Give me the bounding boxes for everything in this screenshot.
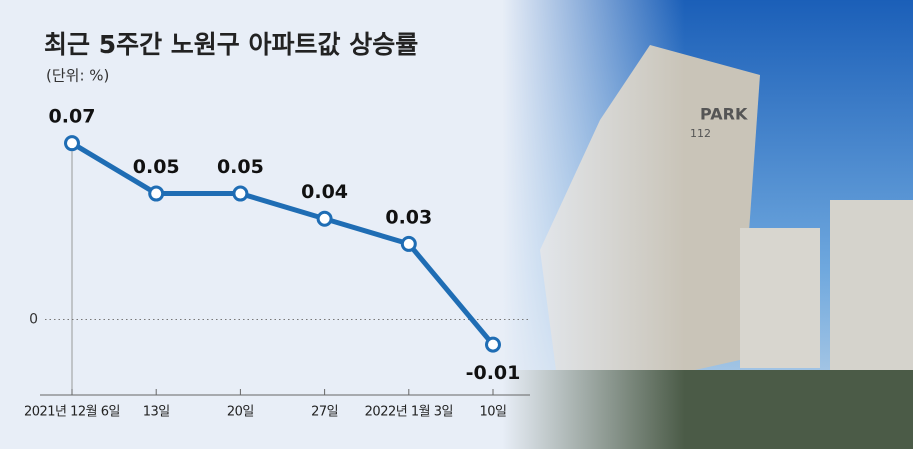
data-label: 0.04 [301, 181, 348, 203]
data-label: 0.05 [217, 156, 264, 178]
chart-title: 최근 5주간 노원구 아파트값 상승률 [44, 30, 418, 59]
x-tick-label: 20일 [227, 405, 254, 420]
data-label: 0.07 [49, 106, 96, 128]
x-tick-label: 27일 [311, 405, 338, 420]
x-tick-label: 10일 [479, 405, 506, 420]
y-tick-label: 0 [29, 311, 38, 327]
data-label: 0.03 [385, 206, 432, 228]
data-line [70, 141, 495, 347]
x-tick-label: 13일 [143, 405, 170, 420]
data-point [485, 336, 501, 353]
data-point [232, 185, 249, 202]
data-point [148, 185, 165, 202]
panel [0, 0, 72, 395]
data-point [64, 135, 80, 152]
x-tick-label: 2021년 12월 6일 [24, 405, 120, 420]
data-point [316, 210, 333, 227]
data-label: 0.05 [133, 156, 180, 178]
data-point [400, 235, 417, 252]
chart-subtitle: (단위: %) [46, 67, 109, 85]
x-tick-label: 2022년 1월 3일 [365, 405, 453, 420]
data-label: -0.01 [466, 362, 521, 384]
